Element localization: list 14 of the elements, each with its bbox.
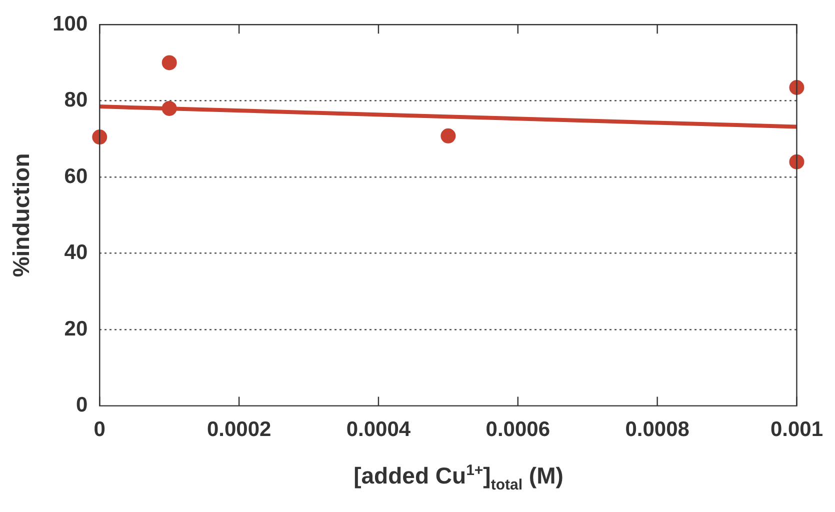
x-tick-label: 0.0008	[625, 418, 690, 442]
x-tick-label: 0.001	[770, 418, 824, 442]
y-tick-label: 100	[52, 12, 88, 36]
y-tick-label: 0	[76, 394, 88, 417]
y-tick-label: 20	[64, 317, 88, 340]
x-tick-label: 0.0006	[486, 418, 550, 442]
y-tick-label: 60	[64, 164, 88, 188]
y-tick-label: 80	[64, 88, 88, 112]
x-tick-label: 0.0002	[206, 418, 272, 442]
y-tick-label: 40	[64, 241, 88, 264]
x-axis-title: [added Cu$^{1+}$]$_{total}$ (M)	[352, 462, 564, 494]
x-tick-label: 0.0004	[346, 418, 411, 442]
x-tick-label: 0	[94, 418, 106, 442]
y-axis-title: %induction	[8, 153, 34, 278]
